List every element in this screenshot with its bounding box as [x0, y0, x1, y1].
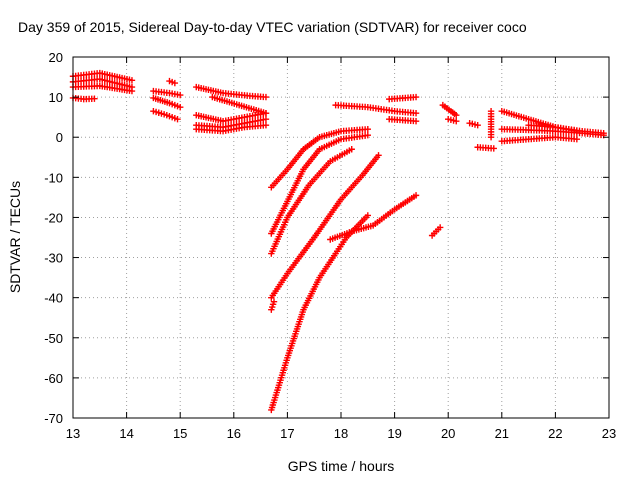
data-point [453, 117, 460, 125]
data-point [412, 192, 420, 199]
x-tick-label: 23 [602, 426, 616, 441]
series-arc-g2 [474, 144, 497, 152]
data-point [91, 95, 98, 102]
data-point [262, 115, 270, 123]
data-point [177, 91, 184, 99]
series-arc-c3 [193, 109, 270, 125]
y-tick-label: -40 [44, 291, 63, 306]
marks-layer [69, 69, 607, 414]
series-arc-f1 [332, 101, 420, 117]
data-point [453, 111, 460, 119]
series-arc-d6 [268, 212, 371, 414]
y-tick-label: 20 [49, 50, 63, 65]
y-tick-label: -70 [44, 411, 63, 426]
series-arc-b2 [150, 94, 184, 111]
series-arc-d5 [268, 298, 278, 313]
data-point [262, 121, 270, 129]
series-arc-b1 [150, 87, 184, 99]
data-point [412, 117, 420, 125]
x-tick-label: 22 [548, 426, 562, 441]
x-tick-label: 16 [227, 426, 241, 441]
series-arc-e2 [428, 224, 444, 239]
y-tick-label: -30 [44, 251, 63, 266]
x-tick-label: 18 [334, 426, 348, 441]
data-point [436, 224, 444, 231]
series-arc-c4 [193, 115, 270, 131]
series-arc-f3 [386, 115, 420, 125]
y-tick-label: -50 [44, 331, 63, 346]
data-point [364, 132, 371, 139]
x-tick-label: 13 [66, 426, 80, 441]
series-arc-b3 [150, 107, 181, 123]
series-arc-c5 [193, 121, 270, 135]
data-point [270, 298, 278, 305]
data-point [364, 212, 371, 219]
chart-title: Day 359 of 2015, Sidereal Day-to-day VTE… [18, 19, 527, 35]
series-arc-f4 [439, 101, 460, 119]
series-arc-c1 [193, 83, 270, 101]
x-tick-label: 20 [441, 426, 455, 441]
series-arc-f2 [386, 93, 420, 103]
data-point [262, 93, 270, 101]
data-point [128, 87, 136, 95]
y-tick-label: -10 [44, 170, 63, 185]
data-point [474, 121, 481, 129]
series-arc-g1 [466, 119, 481, 129]
series-arc-b4 [166, 77, 179, 87]
series-arc-h3 [498, 134, 581, 145]
data-point [412, 109, 420, 117]
series-arc-g3 [487, 107, 495, 141]
y-tick-label: -20 [44, 210, 63, 225]
data-point [262, 109, 270, 117]
data-point [573, 128, 581, 135]
series-arc-d2 [268, 132, 371, 237]
x-tick-label: 17 [280, 426, 294, 441]
x-tick-label: 15 [173, 426, 187, 441]
x-tick-label: 14 [119, 426, 133, 441]
series-arc-d4 [268, 152, 382, 301]
data-point [364, 126, 371, 133]
data-point [348, 146, 355, 153]
data-point [573, 136, 581, 143]
data-point [490, 145, 497, 152]
data-point [177, 103, 184, 111]
x-tick-label: 19 [387, 426, 401, 441]
series-arc-d3 [268, 146, 355, 257]
series-arc-d1 [268, 126, 371, 191]
y-axis-title: SDTVAR / TECUs [7, 181, 23, 293]
data-point [171, 79, 179, 87]
series-arc-c2 [209, 93, 270, 117]
y-tick-label: -60 [44, 371, 63, 386]
series-arc-a3 [69, 82, 136, 95]
x-axis-title: GPS time / hours [288, 458, 395, 474]
data-point [174, 115, 181, 123]
series-arc-h4 [525, 121, 581, 135]
data-point [375, 152, 382, 159]
data-point [128, 77, 136, 84]
series-arc-a4 [69, 94, 98, 103]
y-tick-label: 0 [56, 130, 63, 145]
x-tick-label: 21 [495, 426, 509, 441]
series-arc-e1 [327, 192, 420, 243]
series-arc-f5 [445, 115, 460, 125]
data-point [412, 93, 420, 101]
data-point [487, 134, 495, 141]
y-tick-label: 10 [49, 90, 63, 105]
ticks-layer: 13 14 15 16 17 18 19 20 21 22 23 -70 -60 -50 -40 -30 -20… [44, 50, 616, 441]
